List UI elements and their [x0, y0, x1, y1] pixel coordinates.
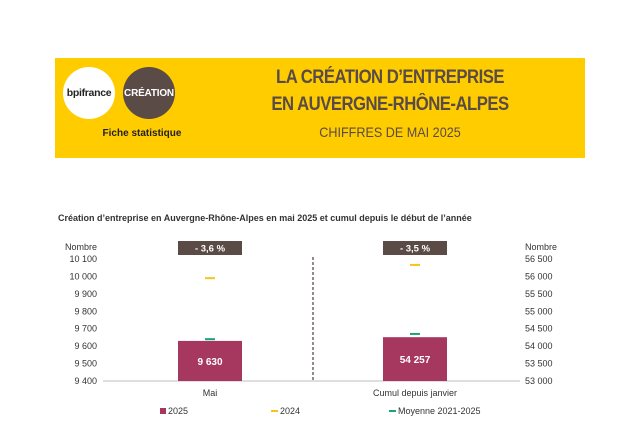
- category-label: Cumul depuis janvier: [373, 388, 457, 398]
- chart-title: Création d’entreprise en Auvergne-Rhône-…: [58, 213, 472, 223]
- bpifrance-logo: bpifrance: [63, 67, 115, 119]
- legend-label: Moyenne 2021-2025: [398, 406, 481, 416]
- page-subtitle: CHIFFRES DE MAI 2025: [319, 124, 461, 140]
- header-banner: bpifrance CRÉATION Fiche statistique LA …: [55, 58, 585, 158]
- change-label-box: [178, 241, 242, 255]
- left-tick-label: 9 400: [74, 376, 97, 386]
- left-tick-label: 10 000: [69, 271, 97, 281]
- legend-label: 2024: [280, 406, 300, 416]
- left-tick-label: 10 100: [69, 254, 97, 264]
- right-tick-label: 56 500: [525, 254, 553, 264]
- left-tick-label: 9 600: [74, 341, 97, 351]
- creation-logo-text: CRÉATION: [124, 87, 174, 99]
- right-tick-label: 55 000: [525, 306, 553, 316]
- left-tick-label: 9 900: [74, 289, 97, 299]
- bpifrance-logo-text: bpifrance: [66, 87, 112, 99]
- change-label-box: [383, 241, 447, 255]
- right-tick-label: 54 500: [525, 324, 553, 334]
- legend-label: 2025: [168, 406, 188, 416]
- right-tick-label: 53 000: [525, 376, 553, 386]
- bar-value-label: 54 257: [400, 355, 431, 366]
- right-tick-label: 53 500: [525, 359, 553, 369]
- right-axis-label: Nombre: [525, 242, 557, 252]
- left-tick-label: 9 700: [74, 324, 97, 334]
- creation-logo: CRÉATION: [123, 67, 175, 119]
- fiche-label: Fiche statistique: [102, 128, 182, 139]
- left-tick-label: 9 500: [74, 359, 97, 369]
- page-title-line1: LA CRÉATION D’ENTREPRISE: [276, 67, 504, 88]
- change-label: - 3,6 %: [195, 244, 226, 255]
- legend-swatch-2025: [160, 408, 166, 414]
- bar-2025: [383, 337, 447, 381]
- left-tick-label: 9 800: [74, 306, 97, 316]
- bar-value-label: 9 630: [197, 357, 222, 368]
- right-tick-label: 55 500: [525, 289, 553, 299]
- bar-2025: [178, 340, 242, 381]
- page-title-line2: EN AUVERGNE-RHÔNE-ALPES: [271, 94, 509, 115]
- right-tick-label: 56 000: [525, 271, 553, 281]
- change-label: - 3,5 %: [400, 244, 431, 255]
- category-label: Mai: [203, 388, 218, 398]
- left-axis-label: Nombre: [65, 242, 97, 252]
- right-tick-label: 54 000: [525, 341, 553, 351]
